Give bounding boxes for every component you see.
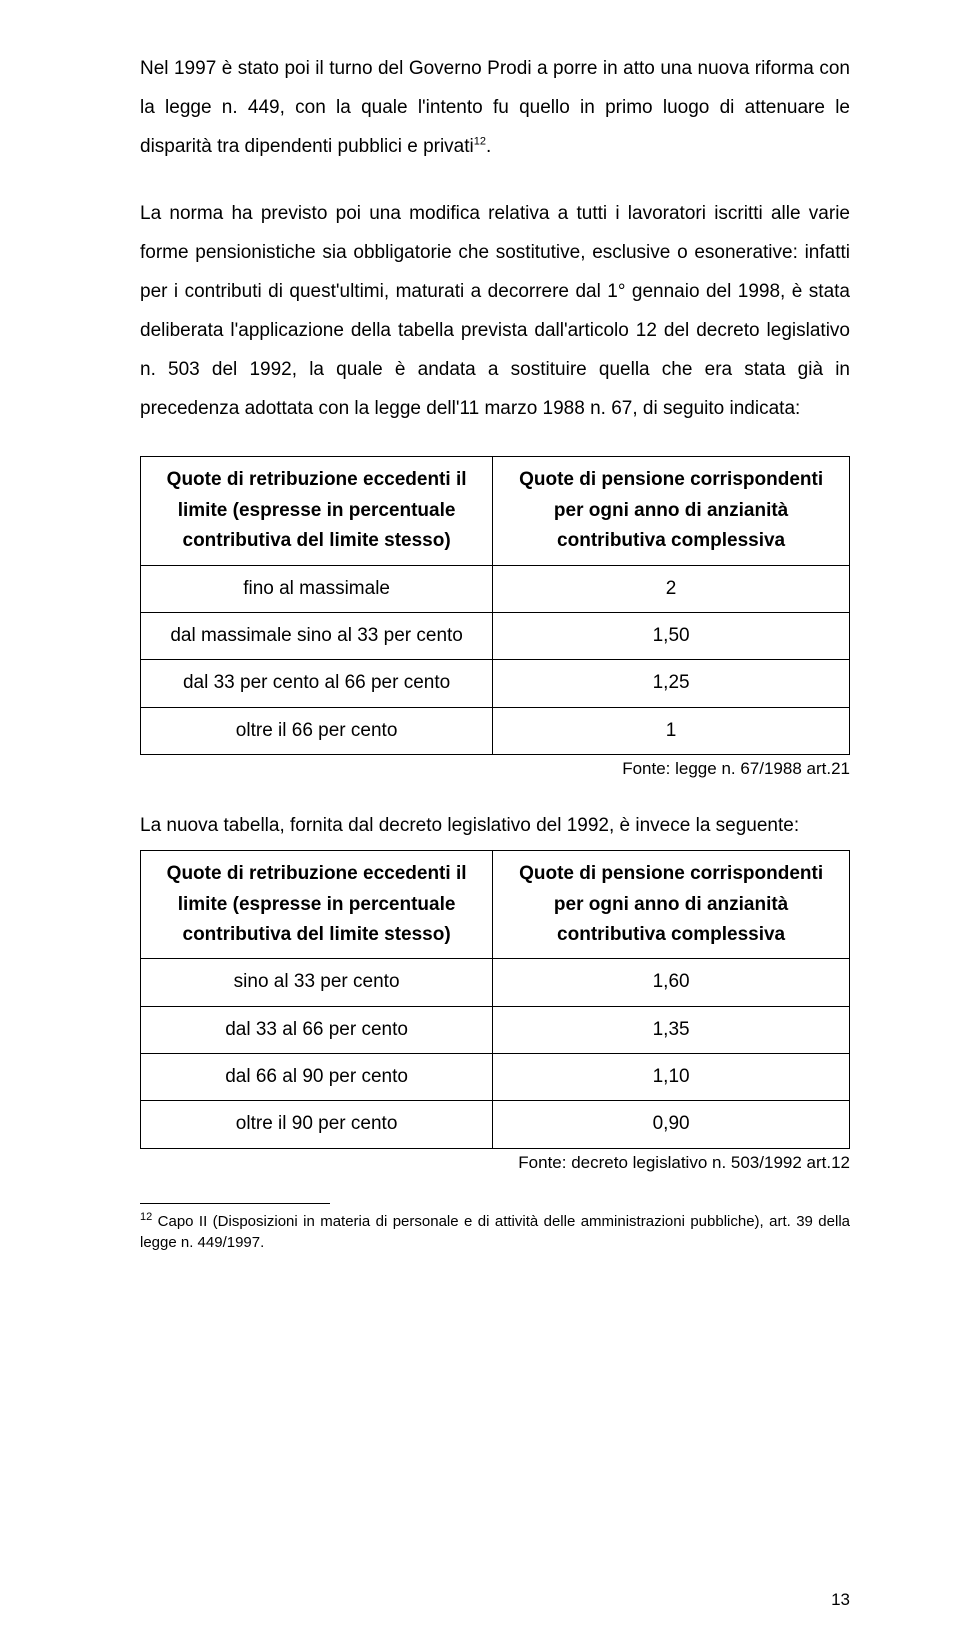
table-row: fino al massimale 2 [141, 565, 850, 612]
para1-text: Nel 1997 è stato poi il turno del Govern… [140, 58, 850, 157]
h2a: Quote di pensione corrispondenti [519, 469, 823, 490]
table-header-right: Quote di pensione corrispondenti per ogn… [493, 851, 850, 959]
h2b: per ogni anno di anzianità [554, 894, 788, 915]
cell-right: 1,35 [493, 1006, 850, 1053]
cell-left: dal 33 al 66 per cento [141, 1006, 493, 1053]
h2b: per ogni anno di anzianità [554, 500, 788, 521]
cell-left: dal massimale sino al 33 per cento [141, 613, 493, 660]
cell-left: dal 33 per cento al 66 per cento [141, 660, 493, 707]
paragraph-between: La nuova tabella, fornita dal decreto le… [140, 807, 850, 846]
h1a: Quote di retribuzione eccedenti il [167, 863, 467, 884]
h1b: limite (espresse in percentuale [178, 894, 456, 915]
table-header-left: Quote di retribuzione eccedenti il limit… [141, 457, 493, 565]
source-1988: Fonte: legge n. 67/1988 art.21 [140, 759, 850, 779]
cell-right: 1,60 [493, 959, 850, 1006]
page-number: 13 [831, 1590, 850, 1610]
table-header-right: Quote di pensione corrispondenti per ogn… [493, 457, 850, 565]
h2c: contributiva complessiva [557, 924, 785, 945]
table-row: Quote di retribuzione eccedenti il limit… [141, 851, 850, 959]
h2c: contributiva complessiva [557, 530, 785, 551]
source-1992: Fonte: decreto legislativo n. 503/1992 a… [140, 1153, 850, 1173]
table-row: dal 33 per cento al 66 per cento 1,25 [141, 660, 850, 707]
h1c: contributiva del limite stesso) [183, 530, 451, 551]
table-row: Quote di retribuzione eccedenti il limit… [141, 457, 850, 565]
cell-left: fino al massimale [141, 565, 493, 612]
table-1988: Quote di retribuzione eccedenti il limit… [140, 456, 850, 755]
cell-right: 0,90 [493, 1101, 850, 1148]
cell-left: oltre il 90 per cento [141, 1101, 493, 1148]
h2a: Quote di pensione corrispondenti [519, 863, 823, 884]
table-header-left: Quote di retribuzione eccedenti il limit… [141, 851, 493, 959]
table-row: dal massimale sino al 33 per cento 1,50 [141, 613, 850, 660]
table-1992: Quote di retribuzione eccedenti il limit… [140, 850, 850, 1149]
paragraph-2: La norma ha previsto poi una modifica re… [140, 195, 850, 429]
table-row: dal 66 al 90 per cento 1,10 [141, 1054, 850, 1101]
cell-right: 1,10 [493, 1054, 850, 1101]
cell-right: 1,50 [493, 613, 850, 660]
h1b: limite (espresse in percentuale [178, 500, 456, 521]
para1-tail: . [486, 136, 491, 157]
cell-right: 1 [493, 707, 850, 754]
table-row: dal 33 al 66 per cento 1,35 [141, 1006, 850, 1053]
cell-left: oltre il 66 per cento [141, 707, 493, 754]
table-row: sino al 33 per cento 1,60 [141, 959, 850, 1006]
footnote-ref-12: 12 [474, 136, 486, 148]
h1a: Quote di retribuzione eccedenti il [167, 469, 467, 490]
paragraph-1: Nel 1997 è stato poi il turno del Govern… [140, 50, 850, 167]
document-page: Nel 1997 è stato poi il turno del Govern… [0, 0, 960, 1634]
h1c: contributiva del limite stesso) [183, 924, 451, 945]
footnote-num: 12 [140, 1211, 152, 1223]
footnote-12: 12 Capo II (Disposizioni in materia di p… [140, 1210, 850, 1253]
table-row: oltre il 90 per cento 0,90 [141, 1101, 850, 1148]
footnote-body: Capo II (Disposizioni in materia di pers… [140, 1213, 850, 1251]
cell-left: dal 66 al 90 per cento [141, 1054, 493, 1101]
cell-right: 2 [493, 565, 850, 612]
cell-left: sino al 33 per cento [141, 959, 493, 1006]
cell-right: 1,25 [493, 660, 850, 707]
table-row: oltre il 66 per cento 1 [141, 707, 850, 754]
footnote-separator [140, 1203, 330, 1204]
